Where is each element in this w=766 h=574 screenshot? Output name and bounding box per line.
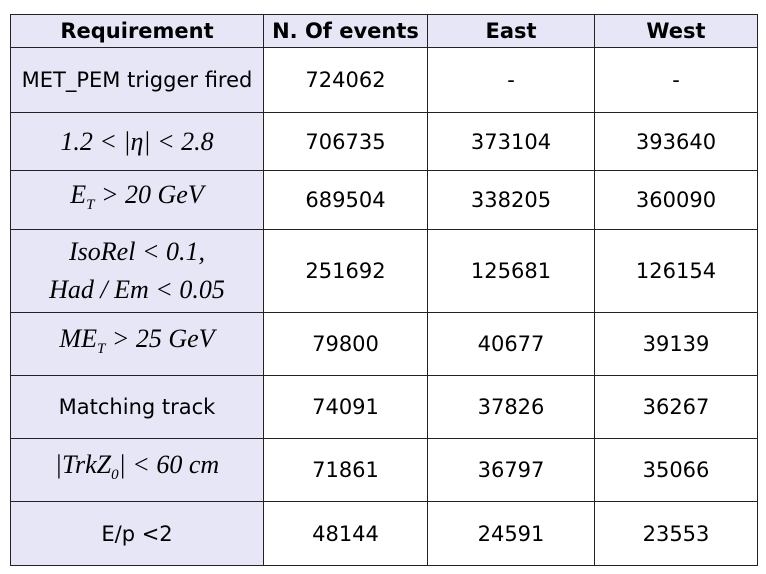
requirements-table: Requirement N. Of events East West MET_PEM …: [10, 14, 758, 566]
value-cell: 37826: [427, 375, 595, 439]
header-cell: N. Of events: [263, 14, 428, 48]
header-cell: Requirement: [10, 14, 264, 48]
value-cell: 74091: [263, 375, 428, 439]
math-text: 1.2 < |η| < 2.8: [60, 126, 214, 156]
value-cell: 24591: [427, 501, 595, 566]
requirement-cell: Matching track: [10, 375, 264, 439]
requirement-cell: |TrkZ0| < 60 cm: [10, 438, 264, 502]
math-line: |TrkZ0| < 60 cm: [15, 446, 259, 494]
requirement-cell: ET > 20 GeV: [10, 170, 264, 230]
header-cell: West: [594, 14, 758, 48]
value-cell: 79800: [263, 312, 428, 376]
value-cell: 48144: [263, 501, 428, 566]
value-cell: 71861: [263, 438, 428, 502]
table-body: MET_PEM trigger fired 724062- -1.2 < |η| <…: [10, 47, 758, 566]
value-cell: 35066: [594, 438, 758, 502]
value-cell: 23553: [594, 501, 758, 566]
value-cell: 338205: [427, 170, 595, 230]
math-text: Had / Em < 0.05: [49, 275, 225, 304]
math-text: > 20 GeV: [94, 180, 204, 209]
table-row: Matching track 74091 37826 36267: [10, 375, 758, 439]
math-line: ET > 20 GeV: [15, 176, 259, 224]
header-row: Requirement N. Of events East West: [10, 14, 758, 48]
value-cell: 36797: [427, 438, 595, 502]
math-line: IsoRel < 0.1,: [15, 233, 259, 271]
math-line: Had / Em < 0.05: [15, 271, 259, 309]
math-line: 1.2 < |η| < 2.8: [15, 123, 259, 161]
subscript: T: [86, 197, 95, 213]
value-cell: 39139: [594, 312, 758, 376]
table-row: |TrkZ0| < 60 cm 71861 36797 35066: [10, 438, 758, 502]
value-cell: 689504: [263, 170, 428, 230]
subscript: 0: [111, 467, 119, 483]
value-cell: 393640: [594, 112, 758, 171]
table-row: MET_PEM trigger fired 724062- -: [10, 47, 758, 113]
value-cell: 36267: [594, 375, 758, 439]
table-row: MET > 25 GeV 79800 40677 39139: [10, 312, 758, 376]
math-text: | < 60 cm: [118, 450, 220, 479]
math-text: > 25 GeV: [105, 324, 215, 353]
value-cell: 125681: [427, 229, 595, 313]
value-cell: 724062: [263, 47, 428, 113]
value-cell: 373104: [427, 112, 595, 171]
table-row: ET > 20 GeV 689504 338205 360090: [10, 170, 758, 230]
value-cell: 126154: [594, 229, 758, 313]
math-line: MET > 25 GeV: [15, 320, 259, 368]
value-cell: -: [427, 47, 595, 113]
math-text: IsoRel < 0.1,: [69, 237, 205, 266]
header-cell: East: [427, 14, 595, 48]
table-row: 1.2 < |η| < 2.8 706735 373104 393640: [10, 112, 758, 171]
value-cell: -: [594, 47, 758, 113]
value-cell: 360090: [594, 170, 758, 230]
subscript: T: [96, 341, 106, 357]
math-text: ME: [59, 324, 97, 353]
math-text: |TrkZ: [54, 450, 112, 479]
table-row: IsoRel < 0.1, Had / Em < 0.05 251692 125681…: [10, 229, 758, 313]
math-text: E: [70, 180, 87, 209]
requirement-cell: E/p <2: [10, 501, 264, 566]
requirement-cell: MET > 25 GeV: [10, 312, 264, 376]
value-cell: 40677: [427, 312, 595, 376]
table-row: E/p <2 48144 24591 23553: [10, 501, 758, 566]
value-cell: 251692: [263, 229, 428, 313]
requirement-cell: IsoRel < 0.1, Had / Em < 0.05: [10, 229, 264, 313]
value-cell: 706735: [263, 112, 428, 171]
requirement-cell: 1.2 < |η| < 2.8: [10, 112, 264, 171]
requirement-cell: MET_PEM trigger fired: [10, 47, 264, 113]
